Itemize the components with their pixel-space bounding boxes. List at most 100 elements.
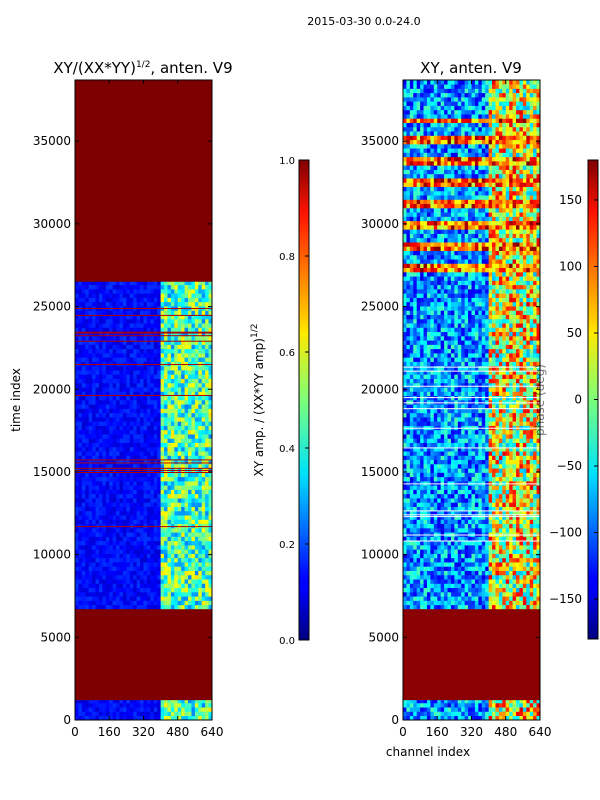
heatmap-cell [92, 493, 96, 499]
heatmap-cell [505, 604, 510, 610]
heatmap-cell [194, 515, 199, 520]
heatmap-cell [191, 515, 196, 520]
heatmap-cell [129, 408, 134, 414]
heatmap-cell [150, 301, 155, 307]
heatmap-cell [174, 408, 179, 414]
heatmap-cell [457, 583, 462, 589]
heatmap-cell [454, 592, 459, 597]
heatmap-cell [116, 451, 120, 456]
heatmap-cell [85, 446, 89, 452]
heatmap-cell [140, 340, 144, 345]
heatmap-cell [194, 370, 199, 375]
heatmap-cell [457, 464, 462, 469]
heatmap-cell [164, 545, 168, 550]
heatmap-cell [437, 715, 441, 721]
heatmap-cell [174, 434, 179, 439]
heatmap-cell [143, 562, 148, 567]
heatmap-cell [536, 545, 541, 550]
heatmap-cell [133, 331, 137, 337]
heatmap-cell [488, 711, 493, 717]
heatmap-cell [426, 502, 431, 507]
heatmap-cell [170, 344, 175, 350]
heatmap-cell [98, 442, 103, 448]
heatmap-cell [133, 587, 137, 593]
heatmap-cell [146, 510, 151, 516]
heatmap-cell [109, 353, 113, 358]
heatmap-cell [502, 545, 507, 550]
heatmap-cell [136, 382, 141, 388]
heatmap-cell [78, 545, 83, 550]
heatmap-cell [136, 374, 141, 379]
heatmap-cell [174, 340, 179, 345]
heatmap-cell [126, 715, 131, 721]
heatmap-cell [81, 370, 86, 375]
heatmap-cell [409, 481, 414, 486]
heatmap-cell [75, 459, 79, 465]
heatmap-cell [191, 314, 196, 320]
heatmap-cell [174, 421, 179, 426]
heatmap-cell [205, 476, 209, 482]
heatmap-cell [150, 528, 155, 533]
heatmap-cell [157, 532, 161, 537]
heatmap-cell [174, 297, 179, 303]
heatmap-cell [409, 579, 414, 584]
heatmap-cell [416, 566, 421, 571]
heatmap-cell [450, 592, 455, 597]
heatmap-cell [450, 489, 455, 495]
heatmap-cell [433, 570, 438, 576]
heatmap-cell [122, 562, 127, 567]
heatmap-cell [167, 464, 172, 469]
heatmap-cell [109, 370, 113, 375]
heatmap-cell [201, 506, 206, 512]
heatmap-cell [157, 357, 161, 362]
heatmap-cell [119, 314, 124, 320]
heatmap-cell [88, 421, 93, 426]
heatmap-cell [85, 557, 89, 563]
heatmap-cell [205, 515, 209, 520]
heatmap-cell [140, 510, 144, 516]
heatmap-cell [194, 327, 199, 333]
heatmap-cell [437, 698, 441, 704]
heatmap-cell [488, 715, 493, 721]
heatmap-cell [426, 540, 431, 546]
heatmap-cell [177, 515, 182, 520]
heatmap-cell [126, 464, 131, 469]
heatmap-cell [181, 434, 185, 439]
heatmap-cell [170, 510, 175, 516]
heatmap-cell [457, 528, 462, 533]
heatmap-cell [157, 583, 161, 589]
heatmap-cell [191, 297, 196, 303]
heatmap-cell [164, 566, 168, 571]
heatmap-cell [119, 540, 124, 546]
heatmap-cell [78, 587, 83, 593]
heatmap-cell [533, 553, 537, 559]
heatmap-cell [208, 557, 213, 563]
heatmap-cell [116, 408, 120, 414]
heatmap-cell [105, 284, 110, 290]
heatmap-cell [471, 528, 476, 533]
heatmap-cell [146, 476, 151, 482]
heatmap-cell [423, 464, 428, 469]
heatmap-cell [109, 429, 113, 435]
heatmap-cell [85, 515, 89, 520]
heatmap-cell [88, 698, 93, 704]
heatmap-cell [492, 574, 496, 580]
heatmap-cell [177, 476, 182, 482]
heatmap-cell [126, 493, 131, 499]
heatmap-cell [492, 583, 496, 589]
heatmap-cell [167, 702, 172, 708]
heatmap-cell [474, 464, 479, 469]
heatmap-cell [177, 353, 182, 358]
heatmap-cell [502, 698, 507, 704]
heatmap-cell [170, 365, 175, 371]
heatmap-cell [160, 408, 165, 414]
heatmap-cell [85, 314, 89, 320]
heatmap-cell [153, 489, 158, 495]
heatmap-cell [102, 715, 107, 721]
heatmap-cell [536, 498, 541, 503]
colorbar-tick-label: 0.8 [279, 252, 295, 263]
heatmap-cell [509, 579, 513, 584]
heatmap-cell [420, 711, 424, 717]
heatmap-cell [495, 481, 500, 486]
heatmap-cell [143, 327, 148, 333]
